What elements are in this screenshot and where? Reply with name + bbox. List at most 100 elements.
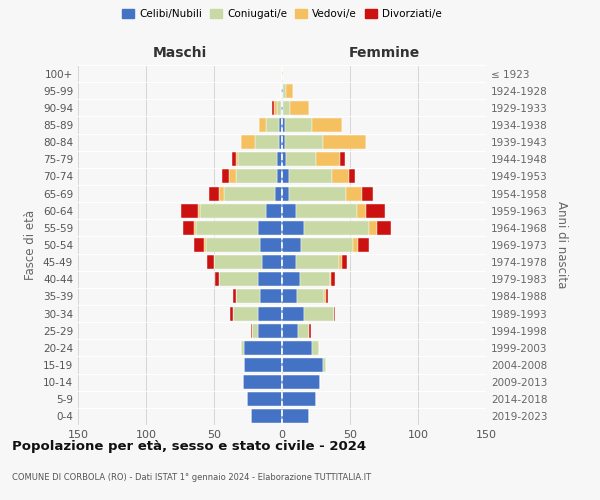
Bar bbox=[282, 221, 304, 235]
Bar bbox=[282, 101, 283, 115]
Y-axis label: Anni di nascita: Anni di nascita bbox=[556, 202, 568, 288]
Text: Maschi: Maschi bbox=[153, 46, 207, 60]
Bar bbox=[282, 204, 296, 218]
Bar bbox=[232, 152, 236, 166]
Legend: Celibi/Nubili, Coniugati/e, Vedovi/e, Divorziati/e: Celibi/Nubili, Coniugati/e, Vedovi/e, Di… bbox=[118, 5, 446, 24]
Bar bbox=[290, 101, 309, 115]
Bar bbox=[353, 238, 358, 252]
Bar bbox=[277, 152, 282, 166]
Bar bbox=[282, 84, 283, 98]
Bar bbox=[282, 170, 289, 183]
Bar bbox=[282, 375, 320, 389]
Bar bbox=[207, 255, 214, 269]
Bar bbox=[339, 255, 342, 269]
Bar bbox=[304, 306, 334, 320]
Bar bbox=[241, 135, 255, 149]
Bar bbox=[241, 341, 244, 355]
Bar bbox=[367, 204, 385, 218]
Bar bbox=[334, 306, 335, 320]
Bar bbox=[289, 186, 346, 200]
Bar bbox=[279, 118, 282, 132]
Bar bbox=[183, 221, 194, 235]
Bar bbox=[251, 410, 282, 424]
Bar bbox=[230, 306, 233, 320]
Bar bbox=[282, 272, 299, 286]
Bar bbox=[286, 152, 316, 166]
Bar bbox=[257, 306, 282, 320]
Bar bbox=[282, 255, 296, 269]
Bar bbox=[377, 221, 391, 235]
Bar bbox=[194, 221, 196, 235]
Bar bbox=[358, 238, 369, 252]
Bar bbox=[282, 324, 298, 338]
Bar bbox=[214, 255, 262, 269]
Bar bbox=[194, 238, 205, 252]
Bar bbox=[282, 290, 297, 304]
Bar bbox=[242, 375, 282, 389]
Bar bbox=[332, 170, 349, 183]
Bar bbox=[329, 272, 331, 286]
Bar bbox=[346, 186, 362, 200]
Bar bbox=[297, 290, 324, 304]
Bar bbox=[255, 135, 279, 149]
Bar bbox=[282, 66, 283, 80]
Bar bbox=[244, 341, 282, 355]
Bar bbox=[196, 221, 257, 235]
Bar bbox=[200, 204, 266, 218]
Bar bbox=[281, 101, 282, 115]
Bar bbox=[274, 101, 277, 115]
Bar bbox=[304, 221, 369, 235]
Bar bbox=[257, 221, 282, 235]
Bar bbox=[209, 186, 220, 200]
Bar bbox=[296, 255, 339, 269]
Bar bbox=[236, 152, 238, 166]
Bar bbox=[259, 118, 266, 132]
Bar bbox=[326, 290, 328, 304]
Bar bbox=[369, 221, 377, 235]
Bar bbox=[206, 238, 260, 252]
Bar bbox=[233, 290, 236, 304]
Bar bbox=[331, 272, 335, 286]
Bar bbox=[220, 186, 224, 200]
Text: Femmine: Femmine bbox=[349, 46, 419, 60]
Bar bbox=[244, 358, 282, 372]
Bar bbox=[252, 324, 257, 338]
Bar bbox=[260, 290, 282, 304]
Bar bbox=[283, 101, 290, 115]
Bar bbox=[272, 101, 274, 115]
Bar bbox=[349, 170, 355, 183]
Bar bbox=[296, 204, 357, 218]
Bar bbox=[323, 358, 326, 372]
Bar bbox=[323, 135, 367, 149]
Bar bbox=[282, 186, 289, 200]
Bar bbox=[247, 392, 282, 406]
Y-axis label: Fasce di età: Fasce di età bbox=[25, 210, 37, 280]
Bar bbox=[285, 135, 323, 149]
Bar bbox=[220, 272, 257, 286]
Bar bbox=[257, 272, 282, 286]
Bar bbox=[224, 186, 275, 200]
Bar bbox=[340, 152, 344, 166]
Bar bbox=[357, 204, 367, 218]
Bar bbox=[236, 290, 260, 304]
Bar bbox=[205, 238, 206, 252]
Bar bbox=[197, 204, 200, 218]
Bar bbox=[289, 170, 332, 183]
Text: Popolazione per età, sesso e stato civile - 2024: Popolazione per età, sesso e stato civil… bbox=[12, 440, 366, 453]
Bar bbox=[282, 358, 323, 372]
Bar bbox=[309, 324, 311, 338]
Bar bbox=[266, 204, 282, 218]
Bar bbox=[266, 118, 279, 132]
Bar bbox=[281, 84, 282, 98]
Bar bbox=[282, 238, 301, 252]
Bar bbox=[301, 238, 353, 252]
Bar bbox=[324, 290, 326, 304]
Bar bbox=[233, 306, 257, 320]
Bar bbox=[283, 84, 286, 98]
Bar bbox=[282, 392, 316, 406]
Bar bbox=[181, 204, 197, 218]
Bar bbox=[316, 152, 340, 166]
Bar bbox=[312, 341, 319, 355]
Bar bbox=[299, 272, 329, 286]
Bar bbox=[275, 186, 282, 200]
